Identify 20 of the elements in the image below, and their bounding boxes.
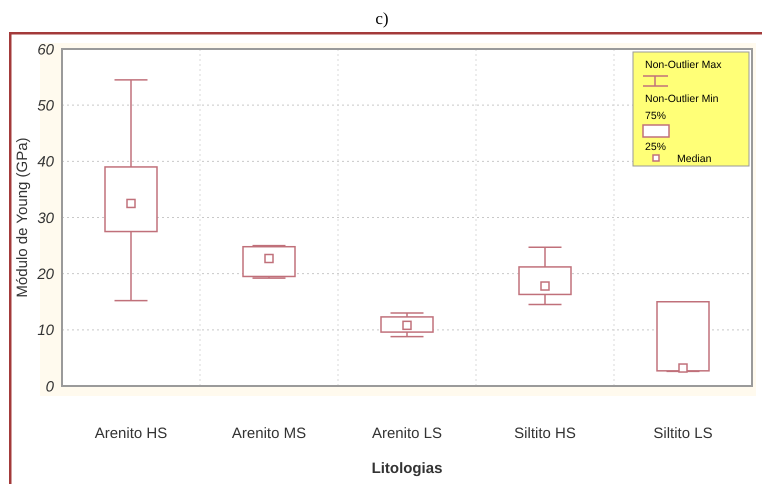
annotation: Non-Outlier Max xyxy=(645,59,722,71)
x-tick-label: Arenito HS xyxy=(94,425,168,442)
x-tick-label: Siltito HS xyxy=(514,425,576,442)
x-tick-label: Siltito LS xyxy=(653,425,713,442)
y-tick-label: 60 xyxy=(37,41,55,58)
chart-title: c) xyxy=(375,9,389,28)
y-tick-label: 0 xyxy=(46,378,55,396)
annotation: 25% xyxy=(645,141,666,153)
x-axis-title: Litologias xyxy=(372,460,442,477)
annotation: Median xyxy=(677,153,712,165)
annotation: Non-Outlier Min xyxy=(645,93,719,105)
x-tick-label: Arenito MS xyxy=(232,425,306,442)
y-tick-label: 40 xyxy=(37,154,55,171)
annotation: 75% xyxy=(645,110,666,122)
y-tick-label: 20 xyxy=(36,266,55,283)
y-axis-title: Módulo de Young (GPa) xyxy=(14,137,31,298)
y-tick-label: 10 xyxy=(37,322,55,340)
y-tick-label: 50 xyxy=(37,97,55,114)
x-tick-label: Arenito LS xyxy=(372,425,442,442)
y-tick-label: 30 xyxy=(37,210,55,227)
